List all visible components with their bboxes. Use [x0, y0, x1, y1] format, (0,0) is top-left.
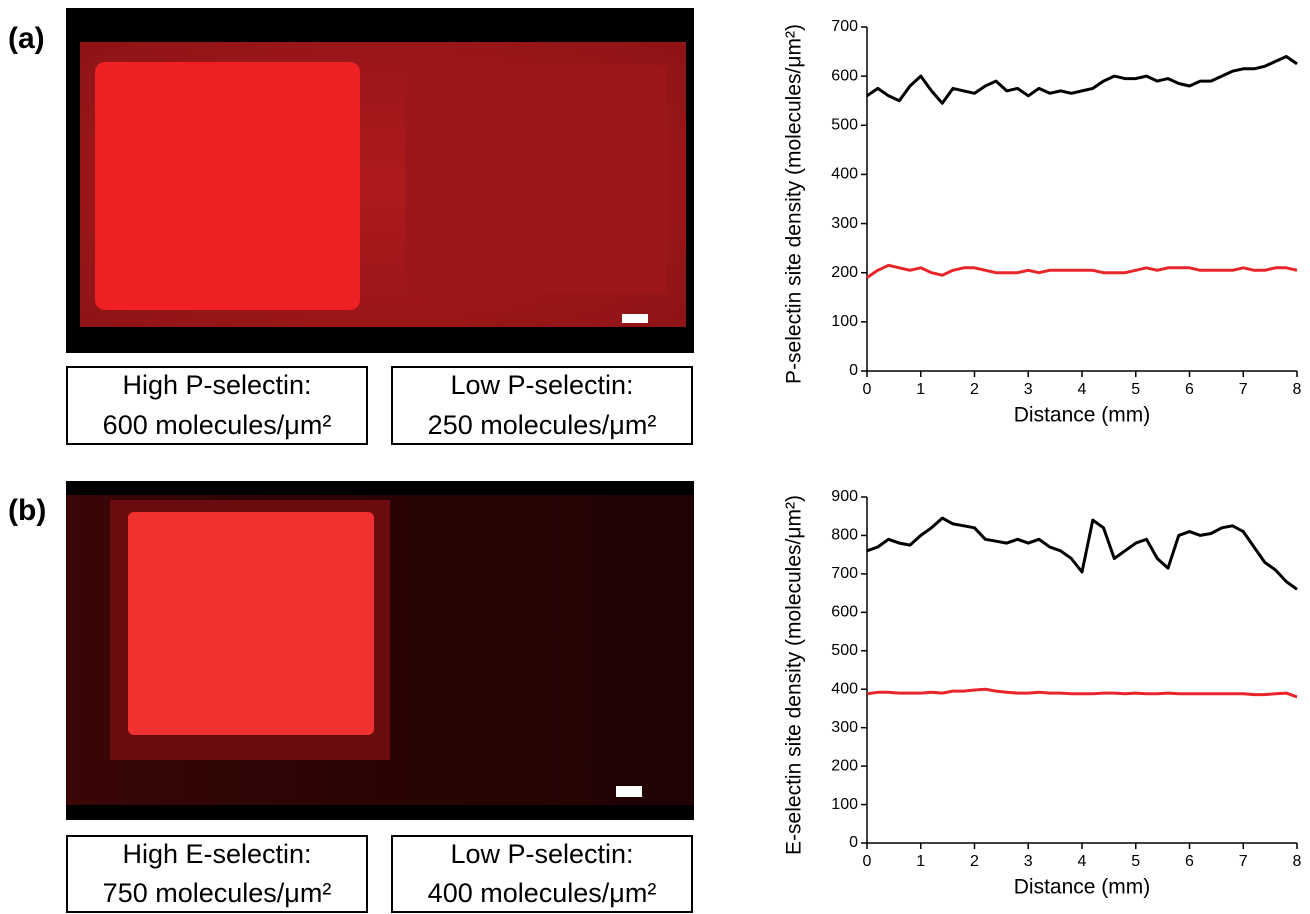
data-line [867, 57, 1297, 104]
y-tick-label: 500 [831, 117, 858, 134]
y-tick-label: 300 [831, 719, 858, 736]
caption: 750 molecules/μm² [103, 878, 332, 908]
panel-label: (b) [8, 494, 46, 527]
x-tick-label: 6 [1185, 381, 1194, 398]
y-tick-label: 200 [831, 264, 858, 281]
caption: 250 molecules/μm² [428, 410, 657, 440]
y-tick-label: 300 [831, 215, 858, 232]
y-axis-label: E-selectin site density (molecules/μm²) [783, 495, 806, 855]
x-tick-label: 0 [863, 853, 872, 870]
y-tick-label: 800 [831, 527, 858, 544]
data-line [867, 689, 1297, 697]
caption: High E-selectin: [122, 839, 311, 869]
page: (a) (b) High P-selectin: 600 molecules/μ… [0, 0, 1310, 914]
caption: 400 molecules/μm² [428, 878, 657, 908]
micrograph-a [66, 8, 694, 353]
x-tick-label: 6 [1185, 853, 1194, 870]
y-tick-label: 600 [831, 604, 858, 621]
y-tick-label: 100 [831, 313, 858, 330]
x-axis-label: Distance (mm) [1014, 876, 1151, 899]
caption: Low P-selectin: [450, 370, 633, 400]
y-axis-label: P-selectin site density (molecules/μm²) [783, 24, 806, 384]
data-line [867, 518, 1297, 589]
x-tick-label: 8 [1293, 853, 1302, 870]
y-tick-label: 600 [831, 67, 858, 84]
caption: High P-selectin: [122, 370, 311, 400]
y-tick-label: 100 [831, 796, 858, 813]
y-tick-label: 0 [849, 834, 858, 851]
x-tick-label: 5 [1131, 381, 1140, 398]
figure: (a) (b) High P-selectin: 600 molecules/μ… [0, 0, 1310, 914]
y-tick-label: 0 [849, 362, 858, 379]
x-tick-label: 1 [916, 381, 925, 398]
caption: 600 molecules/μm² [103, 410, 332, 440]
caption: Low P-selectin: [450, 839, 633, 869]
y-tick-label: 500 [831, 642, 858, 659]
micrograph-b [66, 481, 694, 820]
x-tick-label: 4 [1078, 381, 1087, 398]
x-tick-label: 0 [863, 381, 872, 398]
panel-label: (a) [8, 22, 45, 55]
y-tick-label: 700 [831, 18, 858, 35]
x-tick-label: 7 [1239, 853, 1248, 870]
x-tick-label: 3 [1024, 853, 1033, 870]
x-tick-label: 3 [1024, 381, 1033, 398]
x-tick-label: 7 [1239, 381, 1248, 398]
y-tick-label: 900 [831, 488, 858, 505]
x-tick-label: 2 [970, 381, 979, 398]
x-tick-label: 4 [1078, 853, 1087, 870]
y-tick-label: 400 [831, 680, 858, 697]
y-tick-label: 400 [831, 166, 858, 183]
y-tick-label: 200 [831, 757, 858, 774]
x-tick-label: 1 [916, 853, 925, 870]
y-tick-label: 700 [831, 565, 858, 582]
x-axis-label: Distance (mm) [1014, 404, 1151, 427]
x-tick-label: 2 [970, 853, 979, 870]
x-tick-label: 8 [1293, 381, 1302, 398]
x-tick-label: 5 [1131, 853, 1140, 870]
data-line [867, 265, 1297, 277]
